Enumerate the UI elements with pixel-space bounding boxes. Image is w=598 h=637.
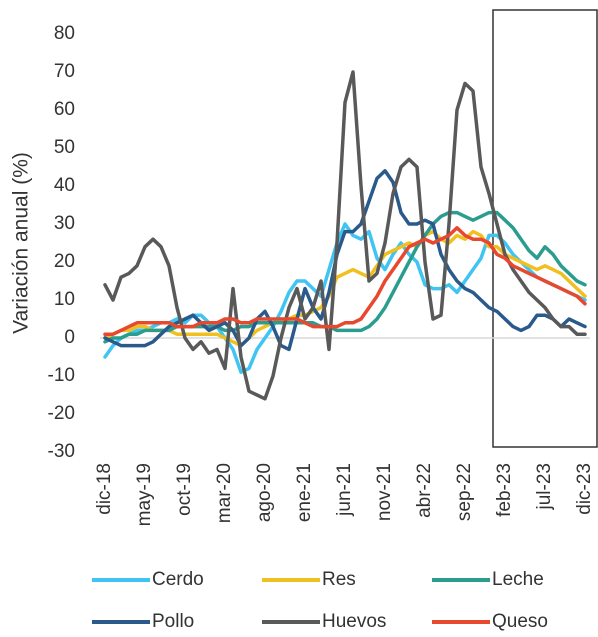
x-tick-label: dic-23 [574, 463, 595, 515]
x-tick-label: oct-19 [174, 463, 195, 516]
y-tick-label: -20 [48, 403, 75, 424]
series-line [103, 226, 587, 336]
x-tick-label: sep-22 [454, 463, 475, 521]
x-tick-label: ago-20 [254, 463, 275, 522]
x-tick-label: mar-20 [214, 463, 235, 523]
x-tick-label: jul-23 [534, 463, 555, 510]
legend-label: Leche [492, 569, 544, 590]
legend-label: Cerdo [152, 569, 204, 590]
series-line [103, 70, 587, 401]
y-axis-title: Variación anual (%) [10, 152, 33, 334]
y-tick-label: 70 [54, 61, 75, 82]
legend-label: Huevos [322, 611, 386, 632]
y-tick-label: 40 [54, 175, 75, 196]
x-tick-label: jun-21 [334, 463, 355, 517]
x-tick-label: may-19 [134, 463, 155, 526]
legend-label: Queso [492, 611, 548, 632]
highlight-box [492, 9, 598, 448]
series-line [103, 169, 587, 352]
x-tick-label: feb-23 [494, 463, 515, 517]
x-tick-label: nov-21 [374, 463, 395, 521]
y-tick-label: 80 [54, 23, 75, 44]
y-tick-label: -30 [48, 441, 75, 462]
y-tick-label: 0 [64, 327, 75, 348]
x-tick-label: abr-22 [414, 463, 435, 518]
y-tick-label: 50 [54, 137, 75, 158]
legend-label: Pollo [152, 611, 194, 632]
y-tick-label: 10 [54, 289, 75, 310]
series-line [103, 222, 587, 374]
legend-label: Res [322, 569, 356, 590]
y-tick-label: 60 [54, 99, 75, 120]
y-tick-label: -10 [48, 365, 75, 386]
x-tick-label: ene-21 [294, 463, 315, 522]
y-tick-label: 30 [54, 213, 75, 234]
x-tick-label: dic-18 [94, 463, 115, 515]
y-tick-label: 20 [54, 251, 75, 272]
